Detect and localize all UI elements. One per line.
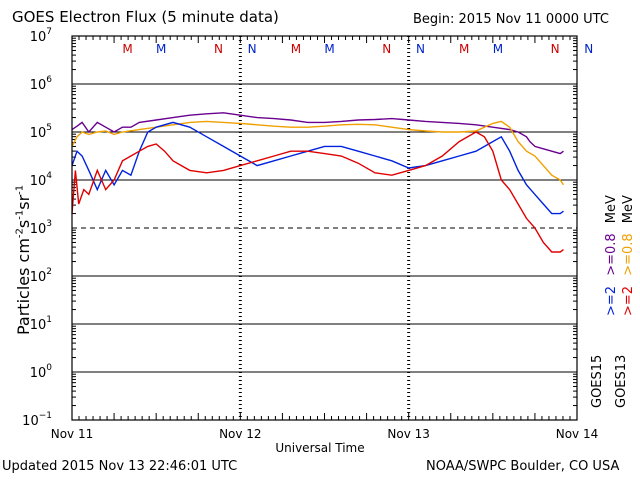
marker-m: M — [459, 42, 469, 56]
marker-m: M — [291, 42, 301, 56]
legend-goes15-08mev-label: >=0.8 — [604, 233, 619, 276]
grid-layer — [72, 36, 577, 420]
legend-goes13-mev-label: MeV — [621, 195, 636, 224]
series-goes15-0-8-mev — [71, 112, 564, 155]
updated-timestamp: Updated 2015 Nov 13 22:46:01 UTC — [2, 459, 238, 474]
legend-goes13-2mev-label: >=2 — [621, 285, 636, 316]
y-tick-label: 10−1 — [22, 411, 52, 429]
legend-goes15-2mev: >=2 >=0.8 MeV — [604, 195, 619, 316]
y-tick-label: 101 — [30, 315, 52, 333]
y-tick-label: 104 — [30, 171, 53, 189]
marker-n: N — [214, 42, 223, 56]
legend-goes13-08mev-label: >=0.8 — [621, 233, 636, 276]
marker-m: M — [324, 42, 334, 56]
marker-m: M — [493, 42, 503, 56]
plot-frame — [71, 35, 578, 421]
x-tick-label: Nov 13 — [387, 427, 430, 441]
legend-goes15: GOES15 — [590, 354, 605, 408]
y-tick-label: 102 — [30, 267, 52, 285]
y-tick-label: 107 — [30, 27, 52, 45]
y-axis-label: Particles cm-2s-1sr-1 — [14, 184, 33, 335]
x-tick-label: Nov 14 — [556, 427, 599, 441]
y-tick-label: 103 — [30, 219, 52, 237]
series-goes13-2-mev — [71, 131, 564, 253]
y-tick-label: 106 — [30, 75, 53, 93]
series-layer — [71, 112, 565, 253]
marker-n: N — [382, 42, 391, 56]
legend-goes13: GOES13 — [614, 354, 629, 408]
marker-m: M — [122, 42, 132, 56]
legend-goes15-mev-label: MeV — [604, 195, 619, 224]
marker-n: N — [551, 42, 560, 56]
series-goes13-0-8-mev — [71, 120, 565, 186]
credit-text: NOAA/SWPC Boulder, CO USA — [426, 459, 620, 474]
marker-n: N — [416, 42, 425, 56]
x-axis-label: Universal Time — [275, 441, 365, 455]
x-tick-label: Nov 12 — [219, 427, 262, 441]
marker-n: N — [584, 42, 593, 56]
marker-m: M — [156, 42, 166, 56]
chart-title: GOES Electron Flux (5 minute data) — [12, 8, 279, 26]
legend-goes15-2mev-label: >=2 — [604, 285, 619, 316]
y-tick-label: 105 — [30, 123, 52, 141]
begin-time: Begin: 2015 Nov 11 0000 UTC — [413, 12, 609, 27]
series-goes15-2-mev — [71, 121, 564, 215]
marker-n: N — [248, 42, 257, 56]
y-tick-label: 100 — [30, 363, 53, 381]
legend-goes13: >=2 >=0.8 MeV — [621, 195, 636, 316]
x-tick-label: Nov 11 — [51, 427, 94, 441]
